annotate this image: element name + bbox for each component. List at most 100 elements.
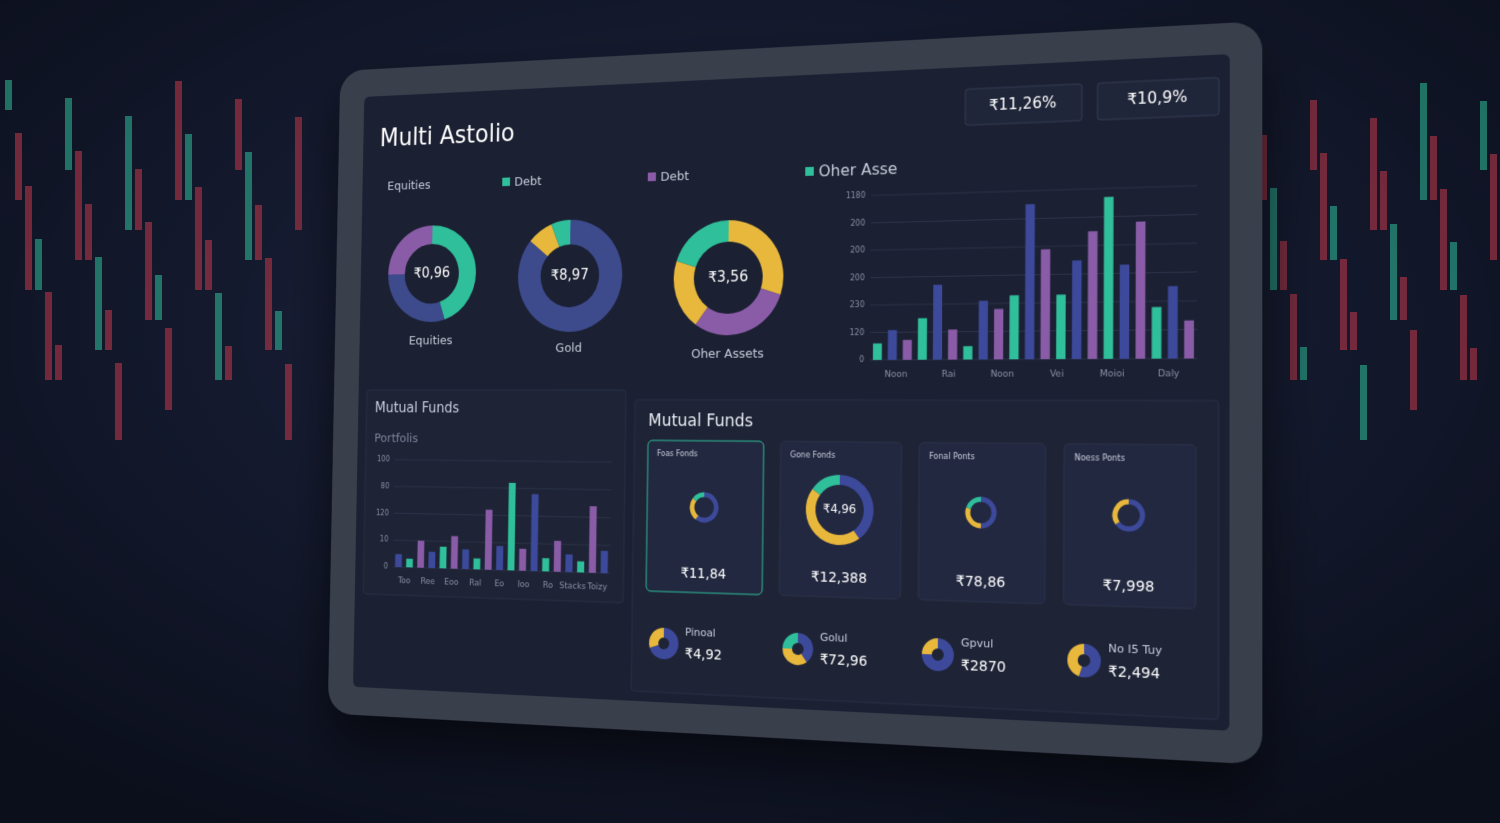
candle (1280, 241, 1287, 290)
candle (185, 134, 192, 200)
bar (577, 561, 585, 573)
x-tick-label: Ioo (517, 578, 529, 589)
x-tick-label: Rai (942, 368, 956, 379)
stat: ₹11,26% (989, 95, 1057, 115)
x-tick-label: Ral (469, 577, 481, 587)
donut-label: Oher Assets (691, 346, 764, 361)
bar (917, 318, 928, 360)
candle (195, 187, 202, 290)
bar (1071, 260, 1082, 360)
x-tick-label: Daly (1158, 367, 1180, 378)
candle (1420, 83, 1427, 200)
item-value: ₹2,494 (1108, 664, 1160, 683)
card-title: Gone Fonds (790, 450, 835, 460)
candle (1270, 188, 1277, 290)
bar (417, 540, 425, 568)
card-value: ₹7,998 (1103, 578, 1155, 596)
legend-label: Debt (514, 174, 542, 189)
screen: Multi Astolio ₹11,26% ₹10,9% Mutual Fund… (353, 54, 1230, 731)
candle (55, 345, 62, 380)
bar (530, 494, 539, 572)
y-tick-label: 200 (850, 272, 865, 282)
bar (473, 558, 481, 570)
candle (295, 117, 302, 230)
candle (245, 152, 252, 260)
y-tick-label: 200 (850, 218, 865, 228)
y-tick-label: 0 (383, 562, 388, 571)
candle (75, 151, 82, 260)
y-tick-label: 100 (377, 455, 390, 464)
candle (125, 116, 132, 230)
panel-title: Mutual Funds (375, 401, 460, 417)
panel (363, 390, 626, 603)
candle (1340, 259, 1347, 350)
panel-title: Mutual Funds (648, 410, 753, 430)
bar (428, 551, 436, 569)
candle (45, 292, 52, 380)
fund-card (918, 443, 1045, 604)
candle (85, 204, 92, 260)
candle (1300, 347, 1307, 380)
candle (1320, 153, 1327, 260)
candle (135, 169, 142, 230)
y-tick-label: 230 (850, 300, 865, 310)
bar (1040, 249, 1051, 360)
donut-label: Equities (409, 333, 453, 347)
candle (95, 257, 102, 350)
bar (565, 554, 573, 573)
legend-label: Equities (387, 177, 430, 192)
candle (1260, 135, 1267, 200)
donut-segment (555, 232, 570, 235)
candle (255, 205, 262, 260)
candle (15, 133, 22, 200)
legend-swatch (502, 177, 511, 187)
candle (235, 99, 242, 170)
bar (1056, 294, 1066, 360)
candle (155, 275, 162, 320)
x-tick-label: Moioi (1100, 367, 1125, 378)
bar (947, 329, 958, 360)
item-value: ₹4,92 (685, 646, 722, 663)
legend-label: Oher Asse (819, 159, 898, 181)
x-tick-label: Eoo (444, 576, 458, 587)
x-tick-label: Stacks (559, 580, 585, 591)
bar (406, 558, 413, 568)
candle (1310, 100, 1317, 170)
candle (1350, 312, 1357, 350)
item-value: ₹2870 (961, 658, 1006, 676)
candle (1410, 330, 1417, 410)
candle (105, 310, 112, 350)
bar (1009, 295, 1019, 360)
bar (1119, 264, 1130, 359)
bar (1151, 306, 1162, 359)
card-value: ₹12,388 (811, 569, 867, 587)
candle (265, 258, 272, 350)
x-tick-label: Noon (990, 368, 1014, 379)
candle (1430, 136, 1437, 200)
fund-card (646, 440, 764, 594)
x-tick-label: Toizy (587, 580, 608, 591)
bar (496, 545, 504, 571)
stat-box (1097, 78, 1219, 120)
legend-swatch (647, 172, 657, 182)
card-title: Noess Ponts (1074, 453, 1125, 463)
panel-subtitle: Portfolis (374, 431, 418, 445)
x-tick-label: Eo (494, 578, 504, 588)
candle (275, 311, 282, 350)
bar (450, 536, 459, 569)
candle (5, 80, 12, 110)
tablet: Multi Astolio ₹11,26% ₹10,9% Mutual Fund… (327, 21, 1263, 765)
candle (1370, 118, 1377, 230)
donut-center: ₹3,56 (708, 269, 748, 286)
candle (1390, 224, 1397, 320)
bar (542, 558, 550, 572)
x-tick-label: Ro (543, 579, 553, 590)
stat: ₹10,9% (1127, 89, 1187, 109)
candle (35, 239, 42, 290)
bar (588, 506, 597, 573)
y-tick-label: 120 (849, 327, 864, 337)
candle (165, 328, 172, 410)
candle (1290, 294, 1297, 380)
candle (115, 363, 122, 440)
